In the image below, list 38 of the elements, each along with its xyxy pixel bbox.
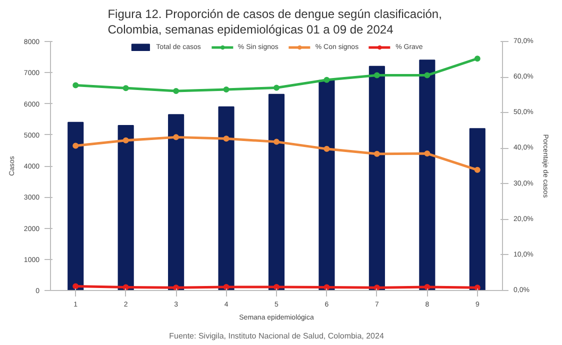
point [424,284,430,290]
point [173,134,180,140]
point [374,284,380,290]
bar [68,122,84,290]
point [424,150,430,157]
point [72,142,79,149]
point [72,82,79,88]
point [72,283,79,290]
bar [268,94,285,290]
bar [168,114,184,290]
point [173,284,180,290]
point [474,284,480,290]
point [474,166,480,173]
source-note: Fuente: Sivigila, Instituto Nacional de Salud, Colombia, 2024 [169,332,384,340]
bar [419,60,436,290]
point [223,86,230,93]
point [274,138,280,145]
point [274,284,280,290]
bar [469,128,486,290]
point [274,84,280,91]
point [122,284,129,290]
point [474,56,480,62]
point [223,284,230,290]
point [374,150,380,157]
point [324,146,330,152]
bar [368,66,385,290]
point [324,76,330,83]
bar [318,80,335,290]
point [324,284,330,290]
bar [118,125,134,290]
point [122,85,129,92]
point [173,88,180,94]
point [122,137,129,144]
point [223,136,230,142]
bar [218,106,234,290]
point [424,72,430,78]
chart-title: Figura 12. Proporción de casos de dengue según clasificación, Colombia, semanas epidemiológicas 01 a 09 de 2024 [108,7,442,36]
point [374,72,380,78]
